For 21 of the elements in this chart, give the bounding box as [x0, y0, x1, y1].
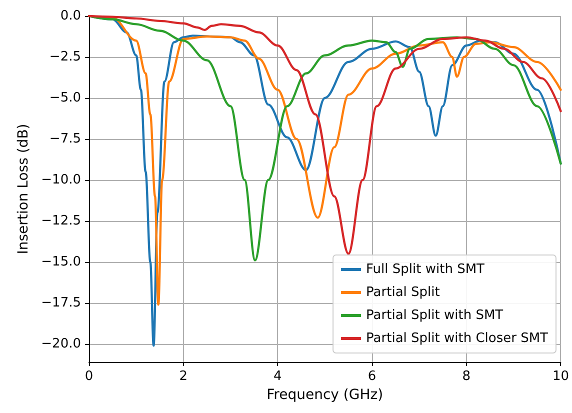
y-tick-label: −15.0	[41, 254, 81, 270]
x-tick-label: 2	[179, 369, 188, 384]
y-tick-label: 0.0	[60, 8, 81, 24]
y-tick-label: −7.5	[49, 131, 81, 146]
y-tick-label: −2.5	[49, 49, 81, 64]
x-tick-label: 0	[84, 369, 94, 384]
x-axis-title: Frequency (GHz)	[266, 387, 384, 403]
x-tick-label: 8	[462, 369, 471, 384]
y-axis-title: Insertion Loss (dB)	[15, 124, 32, 254]
x-tick-label: 4	[274, 369, 282, 384]
y-tick-label: −5.0	[49, 90, 81, 106]
y-tick-label: −20.0	[41, 336, 81, 352]
legend-label: Partial Split with SMT	[366, 308, 504, 323]
legend-label: Partial Split	[366, 285, 440, 300]
y-tick-label: −12.5	[41, 213, 81, 228]
y-tick-label: −17.5	[41, 295, 81, 310]
legend-label: Partial Split with Closer SMT	[366, 331, 548, 346]
x-tick-label: 6	[368, 369, 376, 384]
legend-label: Full Split with SMT	[366, 262, 485, 277]
x-tick-label: 10	[552, 369, 569, 384]
y-tick-label: −10.0	[41, 172, 81, 188]
